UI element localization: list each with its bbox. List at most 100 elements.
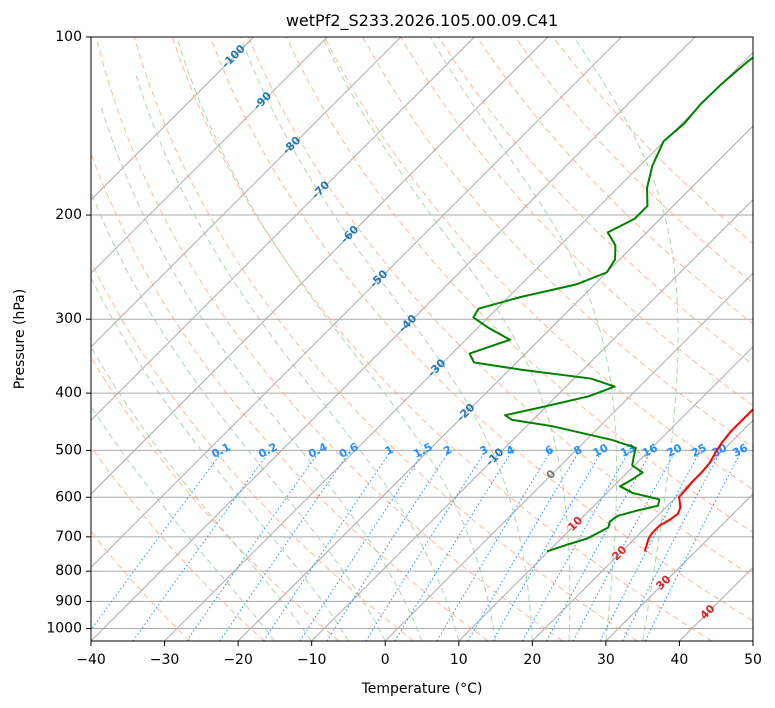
mixing-ratio-line [546, 450, 653, 641]
isotherm-lines [91, 37, 753, 641]
isotherm-line [605, 493, 753, 641]
y-tick-label: 1000 [46, 620, 82, 636]
mixing-ratio-label: 0.1 [209, 440, 232, 460]
x-axis-ticks: −40 −30 −20 −10 0 10 20 30 40 50 [76, 641, 762, 668]
mixing-ratio-label: 10 [591, 441, 611, 460]
moist-adiabat-line [100, 104, 423, 641]
dewpoint-profile-line [468, 56, 753, 553]
x-tick-label: 20 [523, 652, 541, 668]
mixing-ratio-label: 36 [730, 441, 750, 460]
moist-adiabat-line [321, 37, 571, 641]
x-tick-label: 40 [671, 652, 689, 668]
dry-adiabat-line [286, 37, 753, 534]
mixing-ratio-lines [91, 450, 743, 641]
y-tick-label: 300 [55, 311, 82, 327]
mixing-ratio-line [365, 450, 487, 641]
plot-frame [90, 36, 754, 642]
dry-adiabat-line [95, 37, 563, 641]
x-axis-label: Temperature (°C) [361, 681, 483, 697]
moist-adiabat-line [429, 37, 618, 641]
mixing-ratio-line [132, 450, 271, 641]
sounding-series [468, 56, 753, 553]
mixing-ratio-line [572, 450, 677, 641]
x-tick-label: −30 [150, 652, 180, 668]
dry-adiabat-line [552, 37, 753, 245]
isotherm-line [91, 37, 402, 348]
y-tick-label: 200 [55, 207, 82, 223]
y-tick-label: 400 [55, 385, 82, 401]
isotherm-line [91, 37, 696, 641]
x-tick-label: 10 [450, 652, 468, 668]
isotherm-line [91, 37, 549, 495]
mixing-ratio-line [91, 450, 224, 631]
plot-area: -100-90-80-70-60-50-40-30-20-10010203040… [91, 37, 753, 641]
isotherm-line [458, 346, 753, 641]
mixing-ratio-label: 16 [640, 441, 660, 460]
isotherm-line [384, 272, 753, 641]
dry-adiabat-line [209, 37, 753, 622]
dry-adiabat-lines [91, 37, 753, 641]
mixing-ratio-line [394, 450, 513, 641]
y-axis-ticks: 100 200 300 400 500 600 700 800 900 1000 [46, 29, 91, 636]
dry-adiabat-line [247, 37, 753, 577]
mixing-ratio-line [263, 450, 392, 641]
mixing-ratio-label: 1.5 [411, 440, 434, 460]
moist-adiabat-line [91, 190, 386, 641]
reference-line-labels: -100-90-80-70-60-50-40-30-20-10010203040… [209, 42, 750, 622]
dry-adiabat-line [514, 37, 753, 284]
mixing-ratio-line [186, 450, 321, 641]
mixing-ratio-line [599, 450, 702, 641]
dry-adiabat-line [91, 445, 265, 641]
isotherm-line [91, 37, 475, 422]
x-tick-label: 50 [744, 652, 762, 668]
mixing-ratio-label: 0.4 [306, 440, 330, 461]
x-tick-label: 0 [381, 652, 390, 668]
temperature-profile-line [643, 407, 753, 552]
moist-adiabat-line [134, 72, 460, 641]
mixing-ratio-line [644, 450, 743, 641]
dry-adiabat-line [133, 37, 638, 641]
x-tick-label: −10 [297, 652, 327, 668]
isotherm-line [91, 37, 328, 274]
moist-adiabat-line [91, 405, 276, 641]
y-axis-label: Pressure (hPa) [12, 289, 28, 389]
mixing-ratio-line [436, 450, 552, 641]
mixing-ratio-label: 25 [689, 441, 709, 460]
dry-adiabat-line [171, 37, 713, 641]
mixing-ratio-label: 20 [664, 441, 684, 460]
y-tick-label: 800 [55, 563, 82, 579]
x-tick-label: 30 [597, 652, 615, 668]
x-tick-label: −20 [223, 652, 253, 668]
y-tick-label: 900 [55, 593, 82, 609]
moist-adiabat-line [240, 37, 533, 641]
mixing-ratio-label: 0.6 [337, 440, 361, 461]
x-tick-label: −40 [76, 652, 106, 668]
dry-adiabat-line [91, 356, 340, 641]
y-tick-label: 100 [55, 29, 82, 45]
isotherm-line [91, 37, 255, 201]
dry-adiabat-line [324, 37, 753, 491]
dry-adiabat-line [91, 152, 489, 641]
isotherm-line [91, 37, 622, 569]
isotherm-line [531, 419, 753, 641]
isotherm-line [237, 125, 753, 641]
isotherm-line [752, 640, 753, 641]
y-tick-label: 700 [55, 529, 82, 545]
chart-title: wetPf2_S233.2026.105.00.09.C41 [286, 11, 558, 31]
isotherm-line [311, 198, 753, 641]
y-tick-label: 600 [55, 489, 82, 505]
dry-adiabat-line [91, 260, 414, 641]
mixing-ratio-line [326, 450, 451, 641]
mixing-ratio-line [299, 450, 426, 641]
moist-adiabat-line [176, 37, 497, 641]
dry-adiabat-line [91, 530, 191, 641]
dry-adiabat-line [438, 37, 753, 365]
y-tick-label: 500 [55, 442, 82, 458]
moist-adiabat-lines [91, 37, 679, 641]
mixing-ratio-line [522, 450, 631, 641]
mixing-ratio-line [219, 450, 352, 641]
mixing-ratio-label: 0.2 [256, 440, 279, 460]
isotherm-line [679, 566, 753, 641]
moist-adiabat-line [573, 37, 679, 641]
